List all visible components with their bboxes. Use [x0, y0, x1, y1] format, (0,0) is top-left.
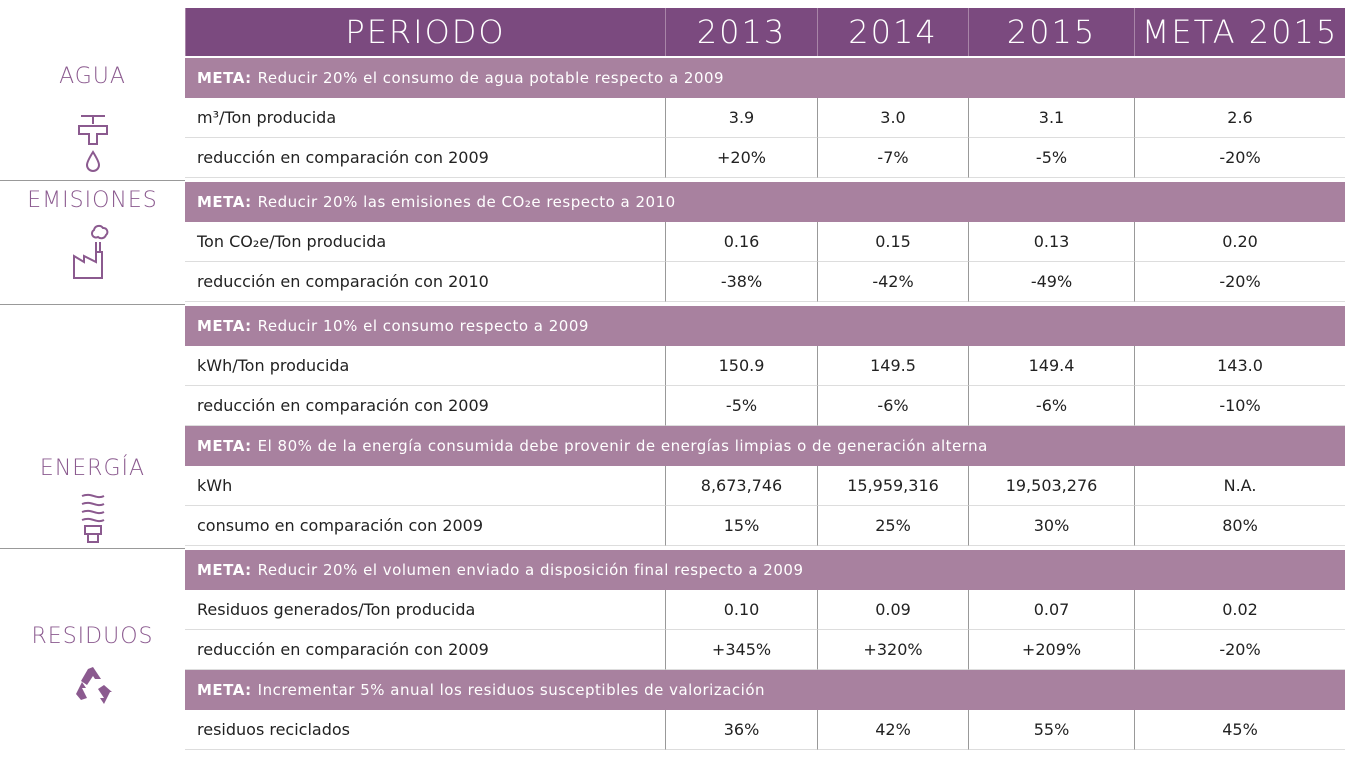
meta-text: El 80% de la energía consumida debe prov…	[257, 437, 988, 455]
row-label: reducción en comparación con 2009	[185, 386, 665, 426]
row-value: -5%	[665, 386, 817, 426]
row-value: 30%	[968, 506, 1134, 546]
row-value: -49%	[968, 262, 1134, 302]
meta-label: META:	[197, 437, 252, 455]
row-value: +320%	[817, 630, 968, 670]
meta-text: Reducir 10% el consumo respecto a 2009	[257, 317, 589, 335]
section-label: AGUA	[59, 64, 126, 89]
row-value: -7%	[817, 138, 968, 178]
meta-label: META:	[197, 317, 252, 335]
row-value: 15%	[665, 506, 817, 546]
meta-label: META:	[197, 561, 252, 579]
header-cell: 2015	[968, 8, 1134, 56]
row-label: consumo en comparación con 2009	[185, 506, 665, 546]
meta-row: META: Incrementar 5% anual los residuos s…	[185, 670, 1345, 710]
meta-row: META: Reducir 20% el volumen enviado a di…	[185, 550, 1345, 590]
row-value: 45%	[1134, 710, 1345, 750]
row-value: 3.1	[968, 98, 1134, 138]
header-cell: 2014	[817, 8, 968, 56]
row-value: 0.13	[968, 222, 1134, 262]
row-value: 150.9	[665, 346, 817, 386]
section-divider	[0, 548, 185, 549]
meta-text: Incrementar 5% anual los residuos suscep…	[257, 681, 766, 699]
section-label: ENERGÍA	[39, 456, 146, 481]
meta-row: META: El 80% de la energía consumida debe…	[185, 426, 1345, 466]
row-value: 42%	[817, 710, 968, 750]
row-value: 15,959,316	[817, 466, 968, 506]
row-value: 3.0	[817, 98, 968, 138]
row-value: -6%	[968, 386, 1134, 426]
row-value: N.A.	[1134, 466, 1345, 506]
row-value: -20%	[1134, 630, 1345, 670]
row-value: 0.20	[1134, 222, 1345, 262]
row-label: kWh	[185, 466, 665, 506]
row-value: +345%	[665, 630, 817, 670]
header-cell: PERIODO	[185, 8, 665, 56]
meta-text: Reducir 20% el consumo de agua potable r…	[257, 69, 725, 87]
meta-label: META:	[197, 681, 252, 699]
row-value: 19,503,276	[968, 466, 1134, 506]
factory-icon	[73, 224, 109, 279]
row-label: reducción en comparación con 2009	[185, 138, 665, 178]
row-value: +209%	[968, 630, 1134, 670]
row-label: m³/Ton producida	[185, 98, 665, 138]
row-value: -42%	[817, 262, 968, 302]
row-value: 2.6	[1134, 98, 1345, 138]
bulb-icon	[81, 493, 105, 543]
meta-text: Reducir 20% las emisiones de CO₂e respec…	[257, 193, 676, 211]
row-value: -6%	[817, 386, 968, 426]
row-value: 0.16	[665, 222, 817, 262]
row-value: +20%	[665, 138, 817, 178]
header-cell: 2013	[665, 8, 817, 56]
row-label: reducción en comparación con 2009	[185, 630, 665, 670]
row-value: -5%	[968, 138, 1134, 178]
row-value: 149.5	[817, 346, 968, 386]
row-value: -38%	[665, 262, 817, 302]
row-value: 0.09	[817, 590, 968, 630]
row-value: -20%	[1134, 262, 1345, 302]
row-value: 143.0	[1134, 346, 1345, 386]
row-value: 0.15	[817, 222, 968, 262]
row-value: 0.10	[665, 590, 817, 630]
section-divider	[0, 304, 185, 305]
section-label: EMISIONES	[27, 188, 158, 213]
meta-row: META: Reducir 20% el consumo de agua pota…	[185, 58, 1345, 98]
meta-row: META: Reducir 10% el consumo respecto a 2…	[185, 306, 1345, 346]
water-icon	[78, 115, 108, 172]
meta-label: META:	[197, 69, 252, 87]
row-label: Ton CO₂e/Ton producida	[185, 222, 665, 262]
section-divider	[0, 180, 185, 181]
row-value: -10%	[1134, 386, 1345, 426]
row-label: kWh/Ton producida	[185, 346, 665, 386]
row-value: 0.02	[1134, 590, 1345, 630]
meta-row: META: Reducir 20% las emisiones de CO₂e r…	[185, 182, 1345, 222]
row-value: 80%	[1134, 506, 1345, 546]
row-value: 55%	[968, 710, 1134, 750]
row-value: 25%	[817, 506, 968, 546]
row-value: 36%	[665, 710, 817, 750]
row-value: 0.07	[968, 590, 1134, 630]
row-value: 3.9	[665, 98, 817, 138]
recycle-icon	[76, 667, 112, 704]
row-value: 8,673,746	[665, 466, 817, 506]
meta-label: META:	[197, 193, 252, 211]
header-cell: META 2015	[1134, 8, 1345, 56]
row-value: -20%	[1134, 138, 1345, 178]
row-value: 149.4	[968, 346, 1134, 386]
meta-text: Reducir 20% el volumen enviado a disposi…	[257, 561, 804, 579]
row-label: residuos reciclados	[185, 710, 665, 750]
row-label: Residuos generados/Ton producida	[185, 590, 665, 630]
row-label: reducción en comparación con 2010	[185, 262, 665, 302]
section-label: RESIDUOS	[31, 624, 154, 649]
